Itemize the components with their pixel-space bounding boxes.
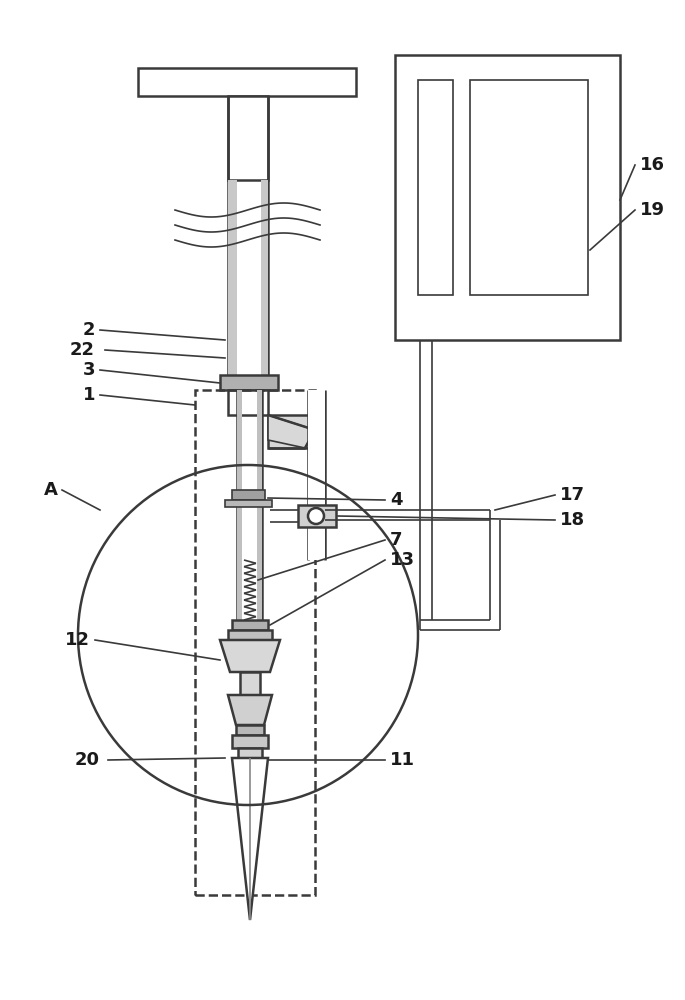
Polygon shape bbox=[232, 735, 268, 748]
Polygon shape bbox=[228, 180, 237, 382]
Text: 11: 11 bbox=[390, 751, 415, 769]
Polygon shape bbox=[236, 725, 264, 735]
Polygon shape bbox=[268, 415, 315, 448]
Text: 3: 3 bbox=[82, 361, 95, 379]
Polygon shape bbox=[228, 695, 272, 725]
Polygon shape bbox=[261, 180, 268, 382]
Bar bbox=[418, 80, 453, 295]
Text: 19: 19 bbox=[640, 201, 665, 219]
Polygon shape bbox=[228, 390, 268, 415]
Polygon shape bbox=[257, 390, 262, 620]
Polygon shape bbox=[237, 390, 242, 620]
Bar bbox=[138, 68, 356, 96]
Polygon shape bbox=[240, 672, 260, 695]
Polygon shape bbox=[232, 758, 268, 920]
Polygon shape bbox=[268, 415, 315, 448]
Text: 17: 17 bbox=[560, 486, 585, 504]
Polygon shape bbox=[225, 500, 272, 507]
Bar bbox=[470, 80, 588, 295]
Text: 12: 12 bbox=[65, 631, 90, 649]
Text: 18: 18 bbox=[560, 511, 585, 529]
Polygon shape bbox=[220, 640, 280, 672]
Polygon shape bbox=[228, 630, 272, 640]
Text: A: A bbox=[44, 481, 58, 499]
Polygon shape bbox=[232, 490, 265, 500]
Polygon shape bbox=[308, 390, 325, 560]
Text: 20: 20 bbox=[75, 751, 100, 769]
Polygon shape bbox=[228, 96, 268, 180]
Circle shape bbox=[308, 508, 324, 524]
Polygon shape bbox=[232, 620, 268, 630]
Polygon shape bbox=[238, 748, 262, 758]
Text: 13: 13 bbox=[390, 551, 415, 569]
Bar bbox=[298, 505, 336, 527]
Bar bbox=[220, 375, 278, 390]
Bar bbox=[395, 55, 620, 340]
Bar bbox=[195, 390, 315, 895]
Text: 7: 7 bbox=[390, 531, 403, 549]
Text: 22: 22 bbox=[70, 341, 95, 359]
Text: 2: 2 bbox=[82, 321, 95, 339]
Text: 4: 4 bbox=[390, 491, 403, 509]
Text: 1: 1 bbox=[82, 386, 95, 404]
Text: 16: 16 bbox=[640, 156, 665, 174]
